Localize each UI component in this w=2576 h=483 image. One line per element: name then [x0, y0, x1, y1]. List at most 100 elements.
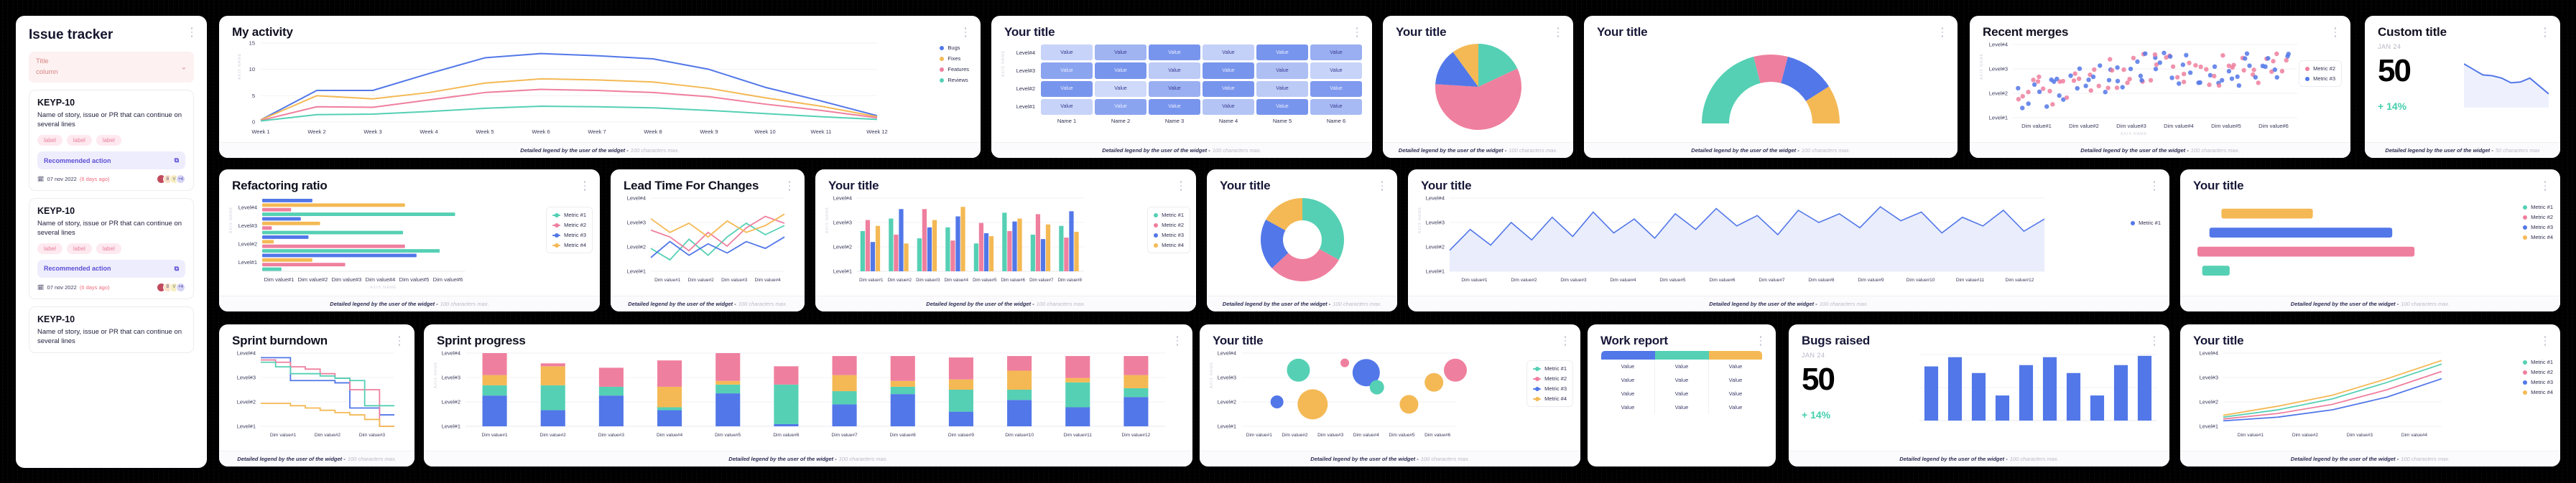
- more-options-icon[interactable]: [784, 179, 794, 192]
- heatmap-cell[interactable]: Value: [1149, 62, 1200, 79]
- more-options-icon[interactable]: [394, 334, 404, 347]
- column-selector[interactable]: Title column ⌄: [29, 52, 194, 83]
- heatmap-cell[interactable]: Value: [1095, 62, 1146, 79]
- page-title: Issue tracker: [29, 27, 113, 42]
- heatmap-cell[interactable]: Value: [1041, 62, 1093, 79]
- issue-key: KEYP-10: [37, 206, 75, 217]
- svg-text:Dim value#6: Dim value#6: [433, 276, 463, 283]
- issue-label[interactable]: label: [96, 243, 121, 254]
- heatmap-cell[interactable]: Value: [1310, 80, 1362, 97]
- more-options-icon[interactable]: [2149, 179, 2159, 192]
- table-row[interactable]: Value Value Value: [1601, 400, 1762, 414]
- footer-muted: 100 characters max.: [1333, 301, 1382, 307]
- recommended-action-button[interactable]: Recommended action ⧉: [37, 151, 185, 170]
- heatmap-cell[interactable]: Value: [1203, 62, 1254, 79]
- heatmap-cell[interactable]: Value: [1041, 44, 1093, 61]
- footer-text: Detailed legend by the user of the widge…: [628, 301, 736, 307]
- line-chart: Level#4 Level#3 Level#2 Level#1 Dim value#1 D…: [2200, 350, 2442, 438]
- footer-muted: 100 characters max.: [2401, 301, 2450, 307]
- table-row[interactable]: Value Value Value: [1601, 373, 1762, 387]
- legend-swatch: [552, 233, 561, 238]
- table-row[interactable]: Value Value Value: [1601, 387, 1762, 400]
- issue-label[interactable]: label: [66, 243, 92, 254]
- external-link-icon[interactable]: ⧉: [174, 156, 179, 164]
- recommended-action-button[interactable]: Recommended action ⧉: [37, 259, 185, 278]
- heatmap-cell[interactable]: Value: [1149, 98, 1200, 115]
- heatmap-cell[interactable]: Value: [1149, 44, 1200, 61]
- issue-label[interactable]: label: [37, 135, 62, 146]
- svg-text:Week 7: Week 7: [588, 128, 606, 135]
- issue-label[interactable]: label: [66, 135, 92, 146]
- issue-card[interactable]: KEYP-10 Name of story, issue or PR that …: [29, 90, 194, 192]
- widget-area-chart: Your title AXIS NAME Level#4 Level#3 Level…: [1408, 169, 2169, 311]
- heatmap-cell[interactable]: Value: [1041, 98, 1093, 115]
- svg-text:Level#2: Level#2: [238, 240, 257, 247]
- widget-title: Work report: [1600, 334, 1668, 347]
- heatmap-cell[interactable]: Value: [1310, 62, 1362, 79]
- heatmap-cell[interactable]: Value: [1203, 98, 1254, 115]
- issue-card[interactable]: KEYP-10 Name of story, issue or PR that …: [29, 306, 194, 354]
- svg-text:Week 9: Week 9: [700, 128, 718, 135]
- column-header[interactable]: [1708, 351, 1762, 360]
- heatmap-cell[interactable]: Value: [1041, 80, 1093, 97]
- heatmap-row-label: Level#1: [1016, 103, 1035, 111]
- svg-text:15: 15: [249, 40, 255, 47]
- heatmap-cell[interactable]: Value: [1256, 80, 1308, 97]
- legend-swatch: [1154, 243, 1159, 248]
- svg-text:Dim value#7: Dim value#7: [1759, 278, 1785, 283]
- heatmap-cell[interactable]: Value: [1256, 44, 1308, 61]
- legend-item: Metric #2: [2523, 214, 2553, 220]
- more-options-icon[interactable]: [2330, 26, 2340, 39]
- svg-text:Week 1: Week 1: [251, 128, 269, 135]
- more-options-icon[interactable]: [1937, 26, 1947, 39]
- issue-label[interactable]: label: [96, 135, 121, 146]
- more-options-icon[interactable]: [2540, 179, 2550, 192]
- heatmap-cell[interactable]: Value: [1095, 98, 1146, 115]
- more-options-icon[interactable]: [580, 179, 590, 192]
- heatmap-cell[interactable]: Value: [1310, 44, 1362, 61]
- more-options-icon[interactable]: [2149, 334, 2159, 347]
- column-selector-line1: Title: [36, 57, 49, 65]
- widget-footer-legend: Detailed legend by the user of the widge…: [991, 142, 1372, 158]
- issue-label[interactable]: label: [37, 243, 62, 254]
- more-options-icon[interactable]: [1553, 26, 1563, 39]
- svg-text:Level#2: Level#2: [1426, 244, 1445, 250]
- svg-text:0: 0: [252, 119, 255, 126]
- heatmap-cell[interactable]: Value: [1310, 98, 1362, 115]
- more-options-icon[interactable]: [2540, 334, 2550, 347]
- heatmap-row-label: Level#2: [1016, 85, 1035, 93]
- avatar-overflow[interactable]: +4: [176, 174, 185, 184]
- heatmap-cell[interactable]: Value: [1095, 80, 1146, 97]
- heatmap-cell[interactable]: Value: [1203, 44, 1254, 61]
- table-row[interactable]: Value Value Value: [1601, 360, 1762, 373]
- heatmap-cell[interactable]: Value: [1095, 44, 1146, 61]
- more-options-icon[interactable]: [1176, 179, 1186, 192]
- svg-text:Week 4: Week 4: [420, 128, 437, 135]
- more-options-icon[interactable]: [2540, 26, 2550, 39]
- widget-footer-legend: Detailed legend by the user of the widge…: [1789, 451, 2169, 466]
- more-options-icon[interactable]: [1377, 179, 1387, 192]
- heatmap-cell[interactable]: Value: [1256, 98, 1308, 115]
- more-options-icon[interactable]: [1756, 334, 1766, 347]
- more-options-icon[interactable]: [1560, 334, 1570, 347]
- chevron-down-icon[interactable]: ⌄: [180, 62, 187, 71]
- avatar-overflow[interactable]: +4: [176, 282, 185, 292]
- more-options-icon[interactable]: [187, 26, 197, 39]
- issue-card[interactable]: KEYP-10 Name of story, issue or PR that …: [29, 198, 194, 299]
- column-header[interactable]: [1601, 351, 1655, 360]
- svg-text:Dim value#4: Dim value#4: [657, 433, 683, 438]
- widget-footer-legend: Detailed legend by the user of the widge…: [611, 296, 805, 311]
- widget-footer-legend: Detailed legend by the user of the widge…: [219, 142, 981, 158]
- more-options-icon[interactable]: [1352, 26, 1362, 39]
- heatmap-cell[interactable]: Value: [1149, 80, 1200, 97]
- more-options-icon[interactable]: [1172, 334, 1182, 347]
- more-options-icon[interactable]: [960, 26, 970, 39]
- widget-footer-legend: Detailed legend by the user of the widge…: [1207, 296, 1397, 311]
- external-link-icon[interactable]: ⧉: [174, 264, 179, 272]
- heatmap-cell[interactable]: Value: [1203, 80, 1254, 97]
- heatmap-cell[interactable]: Value: [1256, 62, 1308, 79]
- widget-title: Your title: [1220, 179, 1271, 192]
- svg-text:Dim value#3: Dim value#3: [916, 278, 940, 283]
- svg-text:Dim value#4: Dim value#4: [366, 276, 396, 283]
- column-header[interactable]: [1654, 351, 1709, 360]
